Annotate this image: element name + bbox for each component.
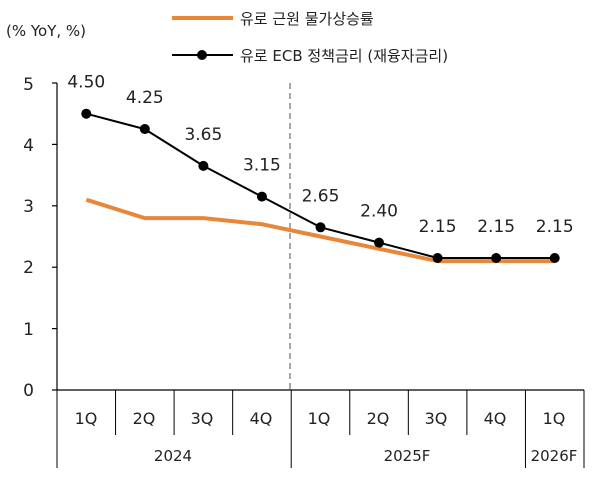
y-tick-label: 0 bbox=[23, 381, 34, 401]
data-point-policy-rate bbox=[374, 237, 385, 248]
data-point-policy-rate bbox=[139, 124, 150, 135]
year-label-2026f: 2026F bbox=[531, 447, 578, 465]
data-point-policy-rate bbox=[198, 160, 209, 171]
data-point-policy-rate bbox=[491, 252, 502, 263]
data-point-policy-rate bbox=[81, 108, 92, 119]
x-tick-label: 1Q bbox=[75, 409, 98, 428]
x-tick-label: 3Q bbox=[425, 409, 448, 428]
data-label-policy-rate: 4.25 bbox=[126, 88, 164, 108]
data-label-policy-rate: 2.15 bbox=[419, 217, 457, 237]
x-tick-label: 1Q bbox=[543, 409, 566, 428]
y-tick-label: 1 bbox=[23, 320, 34, 340]
year-label-2025f: 2025F bbox=[384, 447, 431, 465]
data-label-policy-rate: 2.65 bbox=[302, 186, 340, 206]
legend-label-core-inflation: 유로 근원 물가상승률 bbox=[240, 10, 374, 28]
y-tick-label: 3 bbox=[23, 197, 34, 217]
x-tick-label: 4Q bbox=[250, 409, 273, 428]
legend-marker-policy-rate bbox=[197, 50, 207, 60]
x-category-axis: 1Q 2Q 3Q 4Q 1Q 2Q 3Q 4Q 1Q 2024 2025F 20… bbox=[56, 390, 585, 468]
x-tick-label: 2Q bbox=[367, 409, 390, 428]
data-label-policy-rate: 4.50 bbox=[67, 73, 105, 93]
x-tick-label: 3Q bbox=[191, 409, 214, 428]
legend-label-policy-rate: 유로 ECB 정책금리 (재융자금리) bbox=[240, 47, 448, 65]
unit-label: (% YoY, %) bbox=[6, 22, 86, 40]
year-label-2024: 2024 bbox=[154, 447, 192, 465]
x-tick-label: 2Q bbox=[133, 409, 156, 428]
data-label-policy-rate: 2.15 bbox=[536, 217, 574, 237]
data-point-policy-rate bbox=[315, 222, 326, 233]
x-tick-label: 4Q bbox=[484, 409, 507, 428]
y-tick-label: 4 bbox=[23, 136, 34, 156]
plot-area: 4.50 4.25 3.65 3.15 2.65 2.40 2.15 2.15 2.15 bbox=[52, 73, 574, 391]
data-point-policy-rate bbox=[432, 252, 443, 263]
data-label-policy-rate: 3.15 bbox=[243, 156, 281, 176]
series-line-core-inflation bbox=[85, 197, 555, 264]
data-label-policy-rate: 2.40 bbox=[360, 202, 398, 222]
data-point-policy-rate bbox=[256, 191, 267, 202]
y-tick-label: 5 bbox=[23, 75, 34, 95]
y-tick-labels: 0 1 2 3 4 5 bbox=[23, 75, 34, 401]
y-tick-label: 2 bbox=[23, 258, 34, 278]
data-point-policy-rate bbox=[549, 252, 560, 263]
data-label-policy-rate: 3.65 bbox=[184, 125, 222, 145]
x-tick-label: 1Q bbox=[308, 409, 331, 428]
data-label-policy-rate: 2.15 bbox=[477, 217, 515, 237]
